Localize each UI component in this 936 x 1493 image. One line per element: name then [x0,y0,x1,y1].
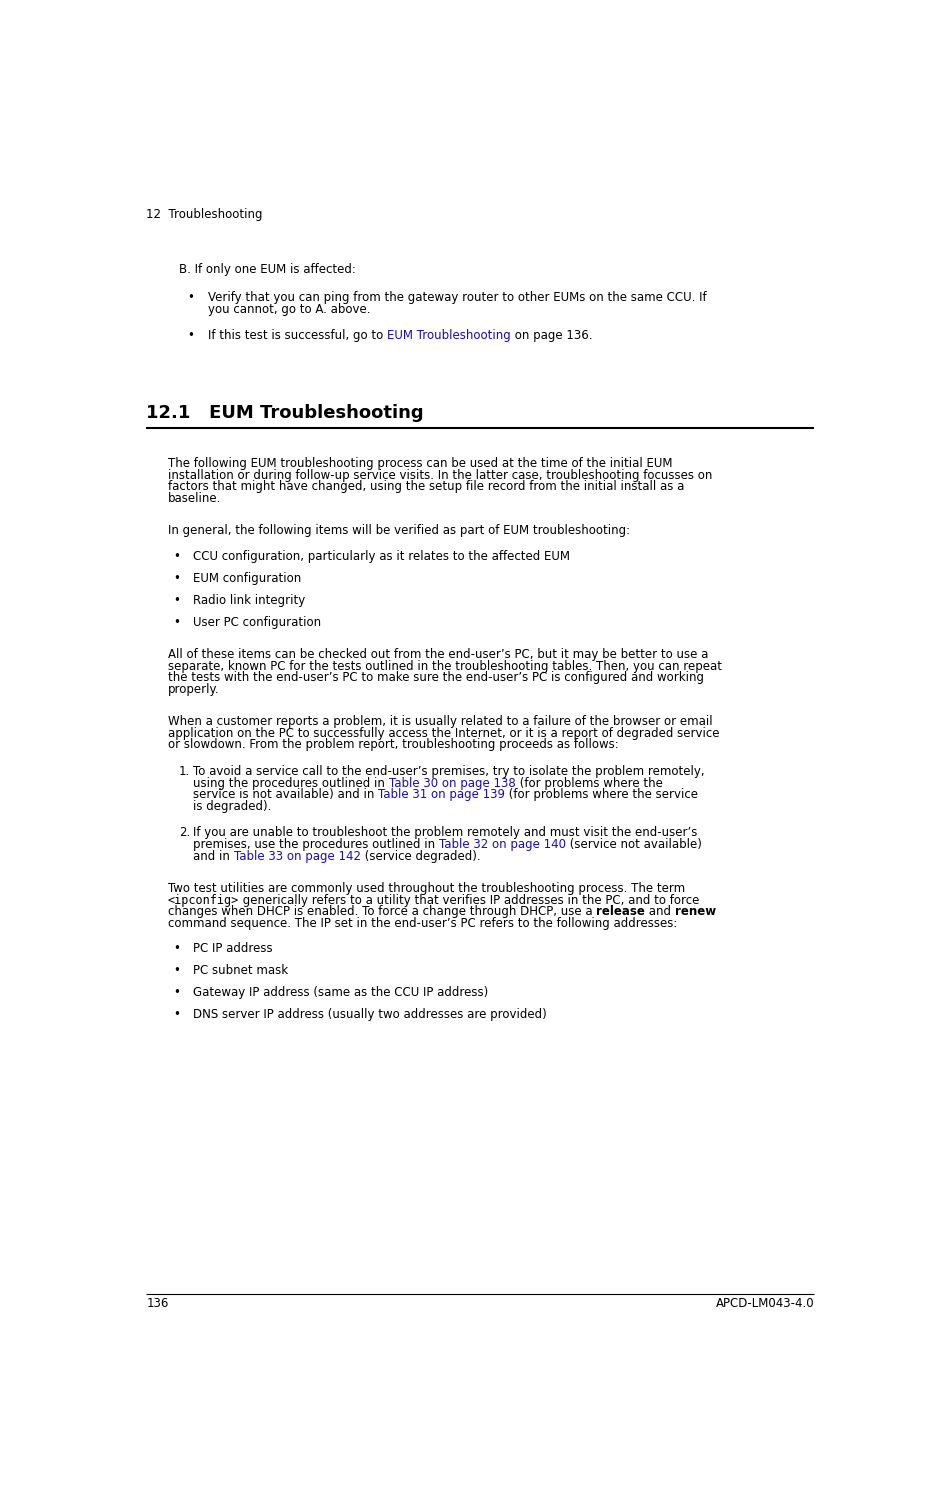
Text: factors that might have changed, using the setup file record from the initial in: factors that might have changed, using t… [168,481,683,493]
Text: (service not available): (service not available) [565,838,701,851]
Text: release: release [595,905,645,918]
Text: separate, known PC for the tests outlined in the troubleshooting tables. Then, y: separate, known PC for the tests outline… [168,660,721,672]
Text: you cannot, go to A. above.: you cannot, go to A. above. [208,303,370,315]
Text: 136: 136 [146,1296,168,1309]
Text: PC subnet mask: PC subnet mask [193,964,288,978]
Text: PC IP address: PC IP address [193,942,272,956]
Text: using the procedures outlined in: using the procedures outlined in [193,776,388,790]
Text: User PC configuration: User PC configuration [193,615,321,629]
Text: When a customer reports a problem, it is usually related to a failure of the bro: When a customer reports a problem, it is… [168,715,711,729]
Text: 1.: 1. [179,764,190,778]
Text: generically refers to a utility that verifies IP addresses in the PC, and to for: generically refers to a utility that ver… [239,894,699,906]
Text: EUM Troubleshooting: EUM Troubleshooting [387,328,510,342]
Text: <ipconfig>: <ipconfig> [168,894,239,906]
Text: •: • [173,964,180,978]
Text: Two test utilities are commonly used throughout the troubleshooting process. The: Two test utilities are commonly used thr… [168,882,684,896]
Text: •: • [187,291,195,305]
Text: is degraded).: is degraded). [193,800,271,812]
Text: •: • [187,328,195,342]
Text: Verify that you can ping from the gateway router to other EUMs on the same CCU. : Verify that you can ping from the gatewa… [208,291,706,305]
Text: premises, use the procedures outlined in: premises, use the procedures outlined in [193,838,439,851]
Text: Table 30 on page 138: Table 30 on page 138 [388,776,515,790]
Text: Table 31 on page 139: Table 31 on page 139 [378,788,505,802]
Text: changes when DHCP is enabled. To force a change through DHCP, use a: changes when DHCP is enabled. To force a… [168,905,595,918]
Text: baseline.: baseline. [168,491,221,505]
Text: renew: renew [674,905,715,918]
Text: Radio link integrity: Radio link integrity [193,594,305,606]
Text: If this test is successful, go to: If this test is successful, go to [208,328,387,342]
Text: application on the PC to successfully access the Internet, or it is a report of : application on the PC to successfully ac… [168,727,719,739]
Text: or slowdown. From the problem report, troubleshooting proceeds as follows:: or slowdown. From the problem report, tr… [168,739,618,751]
Text: (for problems where the: (for problems where the [515,776,662,790]
Text: the tests with the end-user’s PC to make sure the end-user’s PC is configured an: the tests with the end-user’s PC to make… [168,672,703,684]
Text: APCD-LM043-4.0: APCD-LM043-4.0 [715,1296,813,1309]
Text: •: • [173,549,180,563]
Text: 2.: 2. [179,827,190,839]
Text: CCU configuration, particularly as it relates to the affected EUM: CCU configuration, particularly as it re… [193,549,570,563]
Text: •: • [173,572,180,585]
Text: •: • [173,1008,180,1021]
Text: •: • [173,615,180,629]
Text: (service degraded).: (service degraded). [360,850,480,863]
Text: properly.: properly. [168,682,219,696]
Text: 12  Troubleshooting: 12 Troubleshooting [146,208,262,221]
Text: installation or during follow-up service visits. In the latter case, troubleshoo: installation or during follow-up service… [168,469,711,482]
Text: and: and [645,905,674,918]
Text: Table 32 on page 140: Table 32 on page 140 [439,838,565,851]
Text: on page 136.: on page 136. [510,328,592,342]
Text: and in: and in [193,850,234,863]
Text: service is not available) and in: service is not available) and in [193,788,378,802]
Text: The following EUM troubleshooting process can be used at the time of the initial: The following EUM troubleshooting proces… [168,457,672,470]
Text: B. If only one EUM is affected:: B. If only one EUM is affected: [179,263,356,276]
Text: Table 33 on page 142: Table 33 on page 142 [234,850,360,863]
Text: To avoid a service call to the end-user’s premises, try to isolate the problem r: To avoid a service call to the end-user’… [193,764,704,778]
Text: command sequence. The IP set in the end-user’s PC refers to the following addres: command sequence. The IP set in the end-… [168,917,677,930]
Text: 12.1   EUM Troubleshooting: 12.1 EUM Troubleshooting [146,405,423,423]
Text: •: • [173,594,180,606]
Text: In general, the following items will be verified as part of EUM troubleshooting:: In general, the following items will be … [168,524,629,537]
Text: EUM configuration: EUM configuration [193,572,301,585]
Text: If you are unable to troubleshoot the problem remotely and must visit the end-us: If you are unable to troubleshoot the pr… [193,827,697,839]
Text: Gateway IP address (same as the CCU IP address): Gateway IP address (same as the CCU IP a… [193,987,488,999]
Text: All of these items can be checked out from the end-user’s PC, but it may be bett: All of these items can be checked out fr… [168,648,708,661]
Text: DNS server IP address (usually two addresses are provided): DNS server IP address (usually two addre… [193,1008,547,1021]
Text: (for problems where the service: (for problems where the service [505,788,697,802]
Text: •: • [173,987,180,999]
Text: •: • [173,942,180,956]
